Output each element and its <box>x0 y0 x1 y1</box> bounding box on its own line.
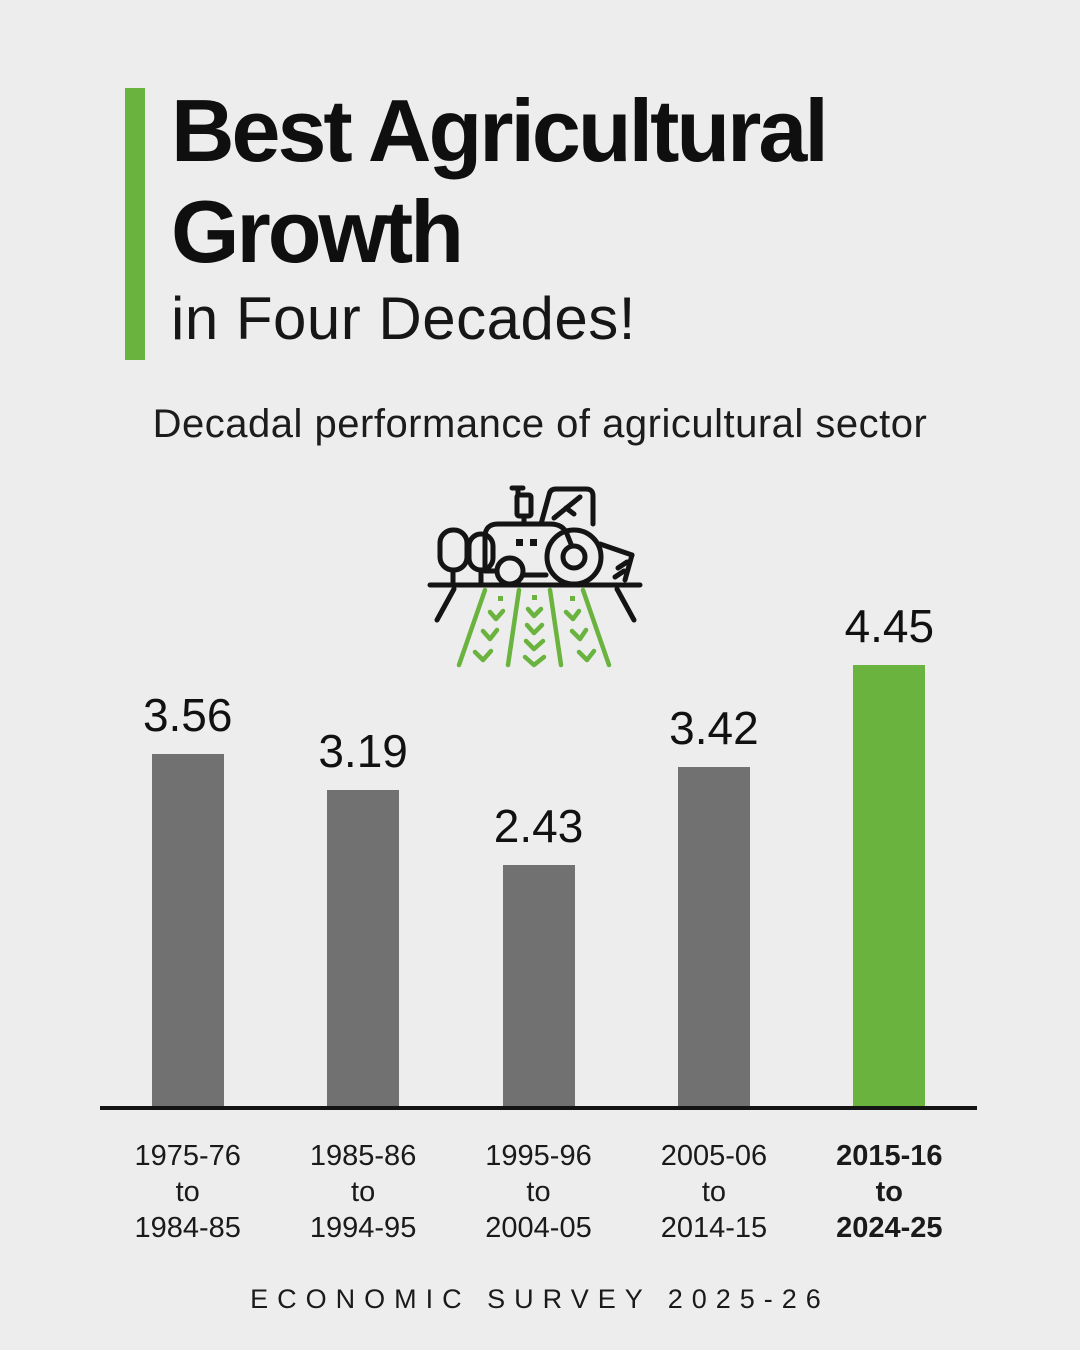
page-subtitle: in Four Decades! <box>171 285 636 352</box>
tractor-field-svg <box>427 485 643 668</box>
axis-category-label: 1995-96 to 2004-05 <box>485 1140 592 1244</box>
bar-column: 2.43 <box>451 596 626 1106</box>
bar-column: 3.56 <box>100 596 275 1106</box>
title-text: Best Agricultural Growth in Four Decades… <box>171 80 829 360</box>
bar <box>151 754 224 1106</box>
chart-caption: Decadal performance of agricultural sect… <box>152 402 928 446</box>
bar-value-label: 4.45 <box>844 600 935 652</box>
axis-category-label: 2005-06 to 2014-15 <box>660 1140 768 1244</box>
axis-category-label: 2015-16 to 2024-25 <box>836 1140 943 1244</box>
bar-value-label: 2.43 <box>493 800 584 852</box>
bar-column: 4.45 <box>802 596 977 1106</box>
bar-value-label: 3.56 <box>142 689 233 741</box>
bar-chart: 3.56 3.19 2.43 3.42 4.45 1975-76 to 1984-85 198… <box>100 596 977 1246</box>
x-axis-line <box>100 1106 977 1110</box>
bar <box>327 790 400 1106</box>
bar-column: 3.42 <box>626 596 801 1106</box>
axis-labels: 1975-76 to 1984-85 1985-86 to 1994-95 1995-96 t… <box>100 1138 977 1246</box>
bar <box>677 767 750 1106</box>
bar-value-label: 3.19 <box>318 725 408 777</box>
title-line-1: Best Agricultural <box>171 81 829 180</box>
bar-column: 3.19 <box>275 596 450 1106</box>
page-title: Best Agricultural Growth <box>171 80 829 282</box>
tractor-field-icon <box>0 468 1080 674</box>
title-accent-bar <box>125 88 145 360</box>
bar-highlighted <box>853 665 926 1106</box>
title-block: Best Agricultural Growth in Four Decades… <box>125 81 829 360</box>
footer-source: ECONOMIC SURVEY 2025-26 <box>250 1284 830 1314</box>
axis-category-label: 1985-86 to 1994-95 <box>309 1140 417 1244</box>
title-line-2: Growth <box>171 182 464 281</box>
axis-category-label: 1975-76 to 1984-85 <box>134 1140 241 1244</box>
bar-columns: 3.56 3.19 2.43 3.42 4.45 <box>100 596 977 1106</box>
bar <box>502 865 575 1106</box>
bar-value-label: 3.42 <box>669 702 759 754</box>
